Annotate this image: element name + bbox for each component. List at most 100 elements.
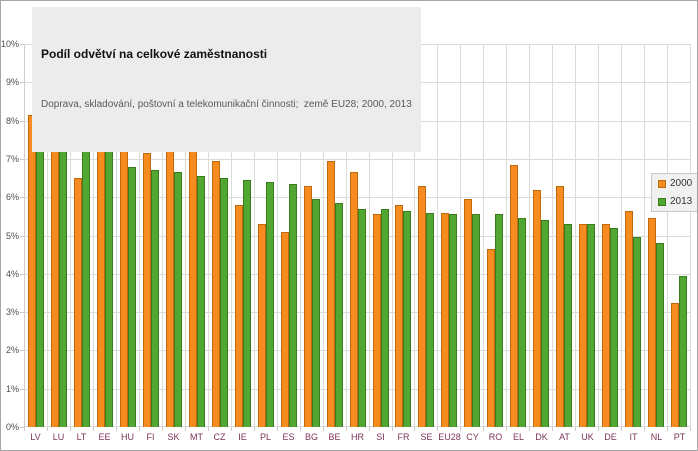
bar-groups bbox=[25, 44, 692, 427]
y-tick-mark bbox=[20, 197, 24, 198]
x-label-FR: FR bbox=[397, 432, 410, 442]
bar-2013-LT bbox=[81, 128, 90, 427]
gridline-6pct bbox=[25, 197, 691, 198]
bar-group-PT bbox=[668, 44, 692, 427]
bar-2013-HR bbox=[357, 208, 366, 427]
bar-group-EU28 bbox=[438, 44, 462, 427]
bar-2013-BE bbox=[334, 202, 343, 427]
bar-2000-RO bbox=[487, 248, 496, 427]
x-label-DE: DE bbox=[604, 432, 617, 442]
bar-group-DK bbox=[530, 44, 554, 427]
x-tick-mark bbox=[140, 427, 163, 431]
bar-2000-EL bbox=[510, 164, 519, 427]
bar-2000-HR bbox=[349, 172, 358, 427]
bar-2013-RO bbox=[495, 214, 504, 427]
bar-2000-IT bbox=[625, 210, 634, 427]
x-tick-mark bbox=[530, 427, 554, 431]
bar-2000-IE bbox=[234, 204, 243, 427]
x-label-ES: ES bbox=[282, 432, 295, 442]
bar-2000-BG bbox=[303, 185, 312, 427]
bar-group-PL bbox=[255, 44, 278, 427]
bar-2013-SE bbox=[426, 212, 435, 427]
x-axis-ticks bbox=[24, 427, 692, 431]
x-label-HU: HU bbox=[121, 432, 134, 442]
bar-group-BE bbox=[324, 44, 347, 427]
x-label-LU: LU bbox=[52, 432, 65, 442]
y-tick-label: 5% bbox=[5, 231, 19, 241]
bar-2013-DE bbox=[610, 227, 619, 427]
x-label-PT: PT bbox=[673, 432, 686, 442]
x-label-EL: EL bbox=[512, 432, 524, 442]
x-tick-mark bbox=[232, 427, 255, 431]
bar-2000-DK bbox=[533, 189, 542, 427]
bar-2013-IT bbox=[633, 237, 642, 427]
x-tick-mark bbox=[48, 427, 71, 431]
bar-group-UK bbox=[576, 44, 600, 427]
bar-2013-SK bbox=[173, 172, 182, 427]
x-tick-mark bbox=[117, 427, 140, 431]
x-label-FI: FI bbox=[146, 432, 155, 442]
x-label-NL: NL bbox=[650, 432, 663, 442]
bar-2000-LT bbox=[73, 178, 82, 427]
x-label-MT: MT bbox=[190, 432, 203, 442]
bar-group-RO bbox=[484, 44, 508, 427]
bar-group-SI bbox=[370, 44, 393, 427]
x-tick-mark bbox=[599, 427, 623, 431]
bar-2000-EU28 bbox=[441, 212, 450, 427]
x-label-IT: IT bbox=[629, 432, 638, 442]
x-label-BG: BG bbox=[304, 432, 318, 442]
bar-group-CZ bbox=[209, 44, 232, 427]
y-tick-label: 3% bbox=[5, 307, 19, 317]
x-tick-mark bbox=[301, 427, 324, 431]
x-tick-mark bbox=[347, 427, 370, 431]
x-label-SI: SI bbox=[376, 432, 385, 442]
x-tick-mark bbox=[163, 427, 186, 431]
bar-2000-CZ bbox=[211, 160, 220, 427]
bar-group-AT bbox=[553, 44, 577, 427]
x-label-HR: HR bbox=[351, 432, 364, 442]
bar-2013-FR bbox=[403, 210, 412, 427]
bar-2000-LV bbox=[27, 114, 36, 427]
bar-2013-DK bbox=[541, 220, 550, 427]
chart-title: Podíl odvětví na celkové zaměstnanosti bbox=[41, 47, 268, 61]
legend-swatch-2000 bbox=[658, 179, 666, 188]
x-label-UK: UK bbox=[581, 432, 594, 442]
x-tick-mark bbox=[278, 427, 301, 431]
bar-2000-PL bbox=[257, 224, 266, 427]
bar-group-SE bbox=[415, 44, 439, 427]
bar-2013-EL bbox=[518, 218, 527, 427]
x-tick-mark bbox=[71, 427, 94, 431]
gridline-7pct bbox=[25, 159, 691, 160]
bar-group-ES bbox=[278, 44, 301, 427]
legend: 2000 2013 bbox=[651, 173, 697, 212]
bar-2013-EU28 bbox=[449, 214, 458, 427]
y-tick-label: 2% bbox=[5, 345, 19, 355]
bar-2013-IE bbox=[242, 179, 251, 427]
y-tick-label: 7% bbox=[5, 154, 19, 164]
bar-2013-CY bbox=[472, 214, 481, 427]
chart-subtitle: Doprava, skladování, poštovní a telekomu… bbox=[41, 99, 412, 110]
y-tick-mark bbox=[20, 82, 24, 83]
x-tick-mark bbox=[438, 427, 462, 431]
bar-2000-AT bbox=[556, 185, 565, 427]
y-tick-label: 6% bbox=[5, 192, 19, 202]
x-label-DK: DK bbox=[535, 432, 548, 442]
legend-label-2013: 2013 bbox=[670, 196, 693, 207]
x-tick-mark bbox=[186, 427, 209, 431]
bar-2000-BE bbox=[326, 160, 335, 427]
bar-group-IE bbox=[232, 44, 255, 427]
x-tick-mark bbox=[255, 427, 278, 431]
bar-2013-PT bbox=[679, 275, 688, 427]
x-tick-mark bbox=[393, 427, 416, 431]
bar-group-BG bbox=[301, 44, 324, 427]
bar-2000-MT bbox=[188, 130, 197, 427]
bar-group-EL bbox=[507, 44, 531, 427]
x-tick-mark bbox=[507, 427, 531, 431]
x-label-EU28: EU28 bbox=[438, 432, 461, 442]
bar-group-IT bbox=[622, 44, 646, 427]
y-tick-mark bbox=[20, 236, 24, 237]
legend-item-2000: 2000 bbox=[658, 178, 692, 189]
x-label-IE: IE bbox=[238, 432, 247, 442]
bar-group-HR bbox=[347, 44, 370, 427]
